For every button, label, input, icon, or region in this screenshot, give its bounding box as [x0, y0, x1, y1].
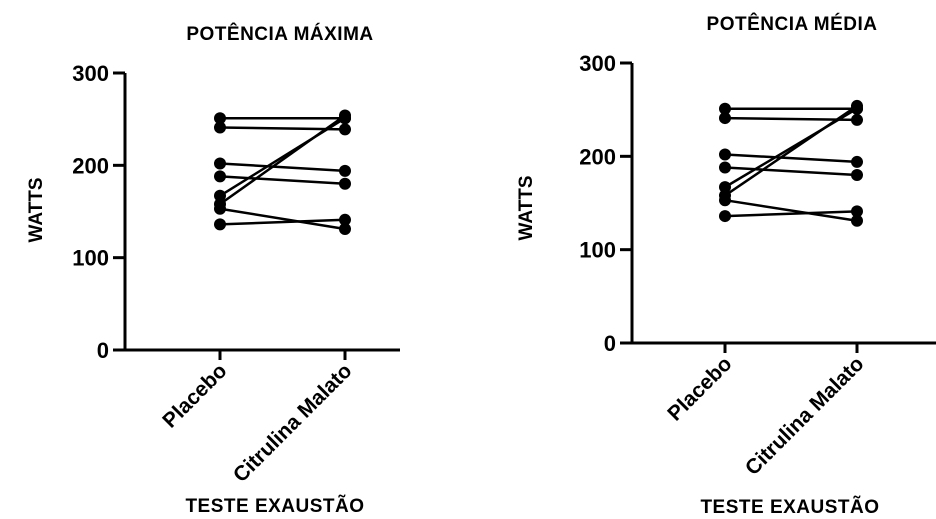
series-line [219, 114, 346, 206]
data-point [214, 112, 226, 125]
data-point [214, 189, 226, 202]
data-point [719, 112, 731, 125]
x-axis-label: TESTE EXAUSTÃO [185, 495, 364, 517]
data-point [719, 161, 731, 174]
series-line [219, 207, 346, 231]
x-tick-label: Placebo [663, 352, 736, 425]
y-tick-label: 0 [97, 338, 109, 363]
data-point [214, 121, 226, 134]
data-point [719, 148, 731, 161]
series-line [724, 166, 858, 177]
chart-panel-potencia-maxima: POTÊNCIA MÁXIMA WATTS TESTE EXAUSTÃO 0 10… [26, 23, 400, 517]
data-point [214, 202, 226, 215]
data-point [214, 157, 226, 170]
y-axis-label: WATTS [516, 175, 537, 240]
data-point [339, 213, 351, 226]
data-point [214, 170, 226, 183]
data-point [851, 155, 863, 168]
series-line [724, 104, 858, 197]
y-tick-label: 100 [72, 246, 109, 271]
data-point [719, 210, 731, 223]
data-point [851, 205, 863, 218]
chart-title: POTÊNCIA MÉDIA [707, 13, 878, 35]
y-tick-label: 100 [579, 238, 616, 263]
data-point [719, 194, 731, 207]
data-point [339, 123, 351, 136]
y-tick-label: 200 [579, 144, 616, 169]
y-tick-label: 300 [72, 61, 109, 86]
data-point [339, 109, 351, 122]
chart-title: POTÊNCIA MÁXIMA [186, 23, 373, 45]
y-tick-label: 0 [604, 331, 616, 356]
data-point [851, 99, 863, 112]
data-point [719, 181, 731, 194]
x-tick-label: Citrulina Malato [741, 352, 869, 480]
y-axis-label: WATTS [26, 177, 47, 242]
series-line [219, 218, 346, 226]
y-tick-label: 200 [72, 153, 109, 178]
series-line [724, 198, 858, 222]
data-point [339, 223, 351, 236]
data-point [851, 169, 863, 181]
x-axis-label: TESTE EXAUSTÃO [700, 496, 879, 518]
data-point [719, 102, 731, 115]
data-point [339, 177, 351, 190]
data-point [214, 218, 226, 231]
series-line [724, 153, 858, 164]
data-point [339, 164, 351, 177]
data-point [851, 113, 863, 126]
series-line [219, 175, 346, 186]
y-tick-label: 300 [579, 51, 616, 76]
series-line [724, 210, 858, 218]
x-tick-label: Placebo [158, 359, 231, 432]
x-tick-label: Citrulina Malato [229, 359, 357, 487]
data-point [851, 214, 863, 227]
series-line [219, 162, 346, 173]
chart-panel-potencia-media: POTÊNCIA MÉDIA WATTS TESTE EXAUSTÃO 0 100… [516, 13, 936, 518]
